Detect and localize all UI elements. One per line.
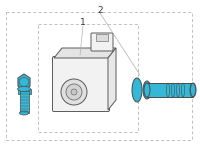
Ellipse shape [166,83,170,97]
Text: 2: 2 [97,5,103,15]
Ellipse shape [20,111,29,115]
Ellipse shape [190,83,196,97]
Ellipse shape [172,83,174,97]
Polygon shape [108,48,116,110]
Ellipse shape [182,83,184,97]
Bar [6,12,192,140]
Ellipse shape [190,83,196,96]
Ellipse shape [143,81,151,99]
Circle shape [71,89,77,95]
Polygon shape [18,74,30,90]
Bar [38,24,138,132]
Text: 1: 1 [80,17,86,26]
Polygon shape [20,77,28,87]
Ellipse shape [177,83,180,97]
FancyBboxPatch shape [52,56,110,112]
Bar [147,83,193,97]
Ellipse shape [132,78,142,102]
FancyBboxPatch shape [91,33,113,51]
Polygon shape [54,48,116,58]
Circle shape [66,84,82,100]
Circle shape [61,79,87,105]
Bar [96,34,108,41]
Ellipse shape [18,86,30,91]
Ellipse shape [144,83,150,97]
Bar [20,91,29,113]
Bar [18,89,31,94]
